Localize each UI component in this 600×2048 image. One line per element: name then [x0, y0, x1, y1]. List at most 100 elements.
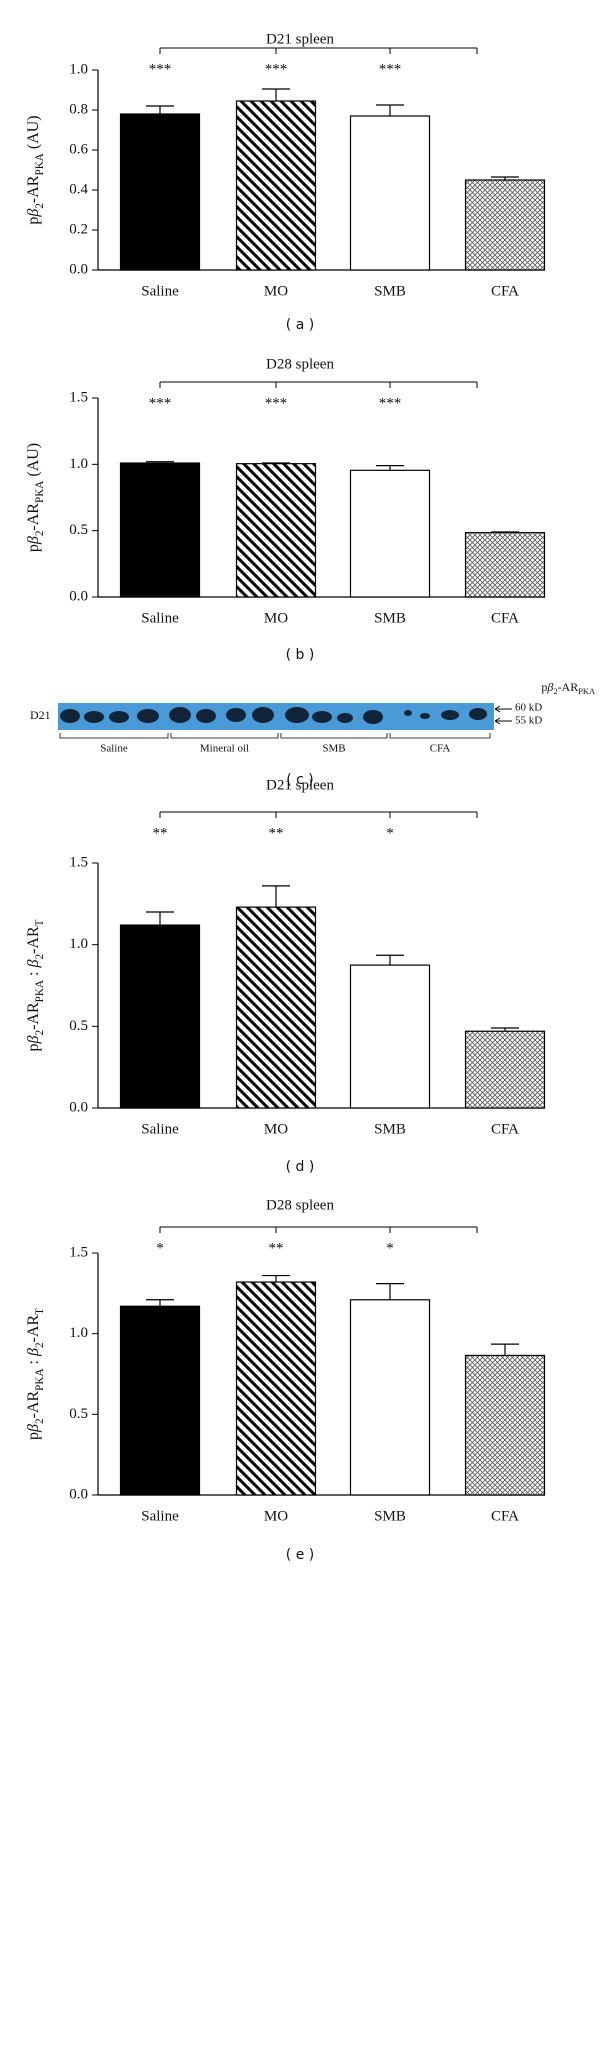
- label-part: p: [25, 1043, 42, 1051]
- x-tick-label: SMB: [374, 1121, 406, 1137]
- group-label: Mineral oil: [200, 743, 249, 755]
- significance-label: ***: [379, 395, 402, 411]
- label-part: -AR: [25, 1391, 42, 1419]
- y-tick-label: 0.0: [69, 1099, 88, 1115]
- caption: ( a ): [286, 317, 314, 333]
- significance-label: *: [386, 1240, 394, 1256]
- label-part: β: [25, 1035, 42, 1044]
- label-part: -AR: [558, 680, 579, 694]
- y-tick-label: 1.0: [69, 936, 88, 952]
- significance-label: ***: [265, 395, 288, 411]
- y-tick-label: 0.8: [69, 101, 88, 117]
- significance-label: **: [269, 825, 284, 841]
- y-tick-label: 1.0: [69, 61, 88, 77]
- label-part: PKA: [578, 687, 595, 696]
- label-part: :: [25, 1356, 42, 1368]
- bar: [349, 1299, 431, 1496]
- lane-label: D21: [30, 708, 51, 722]
- y-tick-label: 0.2: [69, 221, 88, 237]
- y-tick-label: 1.5: [69, 389, 88, 405]
- significance-label: **: [153, 825, 168, 841]
- x-tick-label: CFA: [491, 1508, 519, 1524]
- label-part: (AU): [25, 115, 42, 153]
- significance-label: *: [156, 1240, 164, 1256]
- y-axis-label: pβ2-ARPKA (AU): [25, 115, 46, 224]
- significance-label: *: [386, 825, 394, 841]
- label-part: 2: [34, 531, 46, 537]
- y-tick-label: 0.5: [69, 1018, 88, 1034]
- significance-label: ***: [149, 61, 172, 77]
- y-tick-label: 1.0: [69, 1325, 88, 1341]
- label-part: PKA: [34, 481, 46, 503]
- y-tick-label: 0.4: [69, 181, 88, 197]
- label-part: β: [25, 536, 42, 545]
- label-part: 2: [34, 1418, 46, 1424]
- y-tick-label: 0.0: [69, 261, 88, 277]
- label-part: -AR: [25, 1315, 42, 1343]
- label-part: T: [34, 1308, 46, 1315]
- label-part: p: [25, 544, 42, 552]
- x-tick-label: CFA: [491, 283, 519, 299]
- chart-title: D28 spleen: [266, 1197, 334, 1213]
- group-bracket: [389, 733, 491, 739]
- bar: [235, 906, 317, 1109]
- group-bracket: [59, 733, 169, 739]
- x-tick-label: MO: [264, 283, 288, 299]
- y-tick-label: 1.0: [69, 456, 88, 472]
- label-part: p: [25, 1432, 42, 1440]
- x-tick-label: SMB: [374, 1508, 406, 1524]
- chart-title: D21 spleen: [266, 777, 334, 793]
- label-part: -AR: [25, 175, 42, 203]
- y-tick-label: 0.0: [69, 1486, 88, 1502]
- label-part: 2: [34, 1030, 46, 1036]
- significance-label: ***: [379, 61, 402, 77]
- label-part: β: [546, 680, 553, 694]
- caption: ( d ): [286, 1159, 315, 1175]
- label-part: (AU): [25, 443, 42, 481]
- label-part: β: [25, 960, 42, 969]
- y-tick-label: 0.5: [69, 1406, 88, 1422]
- group-bracket: [280, 733, 388, 739]
- y-tick-label: 0.5: [69, 522, 88, 538]
- x-tick-label: MO: [264, 1121, 288, 1137]
- x-tick-label: Saline: [141, 1508, 179, 1524]
- bar: [235, 463, 317, 598]
- bar: [119, 924, 201, 1109]
- x-tick-label: SMB: [374, 610, 406, 626]
- label-part: PKA: [34, 980, 46, 1002]
- label-part: :: [25, 968, 42, 980]
- marker-label: 60 kD: [515, 702, 542, 714]
- group-label: CFA: [430, 743, 451, 755]
- y-axis-label: pβ2-ARPKA (AU): [25, 443, 46, 552]
- label-part: -AR: [25, 926, 42, 954]
- group-label: Saline: [100, 743, 128, 755]
- label-part: β: [25, 1424, 42, 1433]
- bar: [464, 1354, 546, 1496]
- caption: ( c ): [286, 772, 314, 788]
- label-part: T: [34, 919, 46, 926]
- label-part: p: [25, 217, 42, 225]
- label-part: 2: [34, 954, 46, 960]
- label-part: -AR: [25, 1002, 42, 1030]
- x-tick-label: Saline: [141, 610, 179, 626]
- bar: [349, 469, 431, 598]
- bar: [464, 532, 546, 598]
- label-part: PKA: [34, 153, 46, 175]
- y-tick-label: 0.0: [69, 588, 88, 604]
- chart-title: D28 spleen: [266, 356, 334, 372]
- bar: [349, 964, 431, 1109]
- label-part: β: [25, 1348, 42, 1357]
- label-part: p: [541, 680, 547, 694]
- x-tick-label: MO: [264, 1508, 288, 1524]
- x-tick-label: MO: [264, 610, 288, 626]
- group-label: SMB: [322, 743, 345, 755]
- bar: [235, 100, 317, 271]
- caption: ( b ): [286, 647, 315, 663]
- blot-title: pβ2-ARPKA: [541, 680, 595, 697]
- blot-bands: [60, 707, 487, 724]
- label-part: 2: [34, 1342, 46, 1348]
- y-axis-label: pβ2-ARPKA : β2-ART: [25, 919, 46, 1051]
- x-tick-label: CFA: [491, 610, 519, 626]
- label-part: -AR: [25, 503, 42, 531]
